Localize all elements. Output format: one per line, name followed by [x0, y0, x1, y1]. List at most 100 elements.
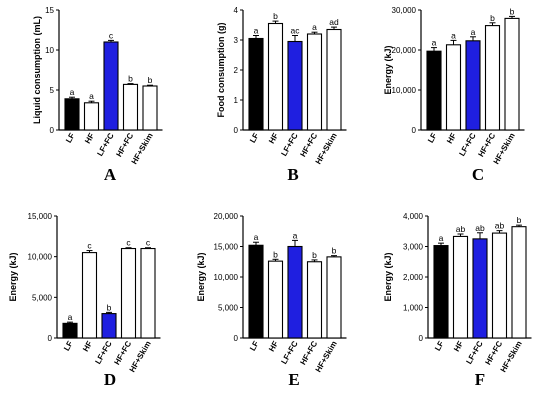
panel-letter: F	[475, 370, 485, 389]
y-tick-label: 0	[412, 126, 417, 135]
significance-label: a	[439, 233, 444, 243]
y-axis-label: Energy (kJ)	[196, 252, 206, 301]
bar	[101, 313, 117, 339]
significance-label: ab	[456, 224, 466, 234]
significance-label: b	[490, 13, 495, 23]
bar	[306, 33, 323, 131]
significance-label: a	[451, 30, 456, 40]
bar	[248, 244, 264, 339]
panel-e: 0 5,000 10,000 15,000 20,000 Energy (kJ) a LF b H…	[196, 212, 347, 389]
x-tick-label: HF	[81, 339, 94, 353]
bar	[326, 256, 342, 339]
significance-label: a	[254, 232, 259, 242]
x-tick-label: LF+FC	[464, 339, 484, 365]
y-tick-label: 2,000	[403, 273, 424, 282]
significance-label: ab	[495, 221, 505, 231]
bar	[140, 247, 156, 339]
y-tick-label: 2	[234, 66, 239, 75]
y-tick-label: 10	[45, 46, 54, 55]
y-tick-label: 5,000	[218, 304, 239, 313]
significance-label: a	[70, 87, 75, 97]
y-tick-label: 0	[50, 126, 55, 135]
bar	[287, 245, 303, 339]
y-tick-label: 10,000	[28, 253, 53, 262]
bar	[433, 245, 449, 339]
y-tick-label: 0	[234, 334, 239, 343]
significance-label: ac	[291, 26, 301, 36]
x-tick-label: LF	[248, 131, 261, 144]
x-tick-label: LF	[64, 131, 77, 144]
significance-label: a	[471, 27, 476, 37]
y-tick-label: 15	[45, 6, 54, 15]
significance-label: b	[148, 75, 153, 85]
significance-label: b	[332, 246, 337, 256]
y-tick-label: 4,000	[403, 212, 424, 221]
y-tick-label: 30,000	[392, 6, 417, 15]
panel-letter: D	[104, 370, 116, 389]
significance-label: b	[273, 11, 278, 21]
x-tick-label: HF	[452, 339, 465, 353]
bar	[81, 252, 98, 339]
y-tick-label: 3	[234, 36, 239, 45]
x-tick-label: LF+FC	[457, 131, 477, 157]
significance-label: a	[254, 26, 259, 36]
y-tick-label: 0	[234, 126, 239, 135]
significance-label: c	[87, 241, 92, 251]
x-tick-label: LF	[433, 339, 446, 352]
y-tick-label: 20,000	[392, 46, 417, 55]
x-tick-label: HF	[445, 131, 458, 145]
panel-f: 0 1,000 2,000 3,000 4,000 Energy (kJ) a LF ab HF a…	[383, 212, 532, 389]
x-tick-label: HF+FC	[483, 339, 504, 366]
y-tick-label: 15,000	[28, 212, 53, 221]
x-tick-label: LF+FC	[279, 339, 299, 365]
significance-label: b	[517, 215, 522, 225]
y-tick-label: 15,000	[214, 243, 239, 252]
bar	[120, 247, 137, 339]
x-tick-label: HF+FC	[298, 131, 319, 158]
significance-label: a	[68, 312, 73, 322]
panel-c: 0 10,000 20,000 30,000 Energy (kJ) a LF a HF a LF+…	[383, 6, 525, 184]
x-tick-label: HF+FC	[114, 131, 135, 158]
x-tick-label: LF+FC	[93, 339, 113, 365]
x-tick-label: LF	[248, 339, 261, 352]
bar	[62, 322, 78, 339]
bar	[248, 37, 264, 131]
significance-label: c	[126, 238, 131, 248]
y-axis-label: Energy (kJ)	[8, 252, 18, 301]
significance-label: a	[89, 91, 94, 101]
bar	[472, 238, 488, 339]
bar	[452, 235, 469, 339]
bar	[267, 260, 284, 339]
panel-d: 0 5,000 10,000 15,000 Energy (kJ) a LF c HF b LF+F…	[8, 212, 161, 389]
y-tick-label: 1,000	[403, 304, 424, 313]
y-tick-label: 3,000	[403, 243, 424, 252]
y-axis-label: Energy (kJ)	[383, 252, 393, 301]
y-tick-label: 20,000	[214, 212, 239, 221]
bar	[64, 98, 80, 131]
panel-letter: E	[288, 370, 299, 389]
y-tick-label: 1	[234, 96, 239, 105]
significance-label: c	[146, 238, 151, 248]
bar	[103, 41, 119, 131]
bar	[122, 83, 139, 131]
y-axis-label: Food consumption (g)	[216, 23, 226, 118]
significance-label: ab	[475, 223, 485, 233]
significance-label: a	[293, 230, 298, 240]
y-tick-label: 4	[234, 6, 239, 15]
bar	[504, 17, 520, 131]
x-tick-label: LF+FC	[95, 131, 115, 157]
x-tick-label: LF	[426, 131, 439, 144]
significance-label: c	[109, 30, 114, 40]
y-tick-label: 0	[48, 334, 53, 343]
bar	[484, 25, 501, 131]
bar	[287, 40, 303, 131]
significance-label: a	[312, 22, 317, 32]
y-tick-label: 5	[50, 86, 55, 95]
x-tick-label: HF+FC	[298, 339, 319, 366]
y-tick-label: 5,000	[32, 293, 53, 302]
significance-label: b	[107, 302, 112, 312]
bar	[306, 261, 323, 339]
